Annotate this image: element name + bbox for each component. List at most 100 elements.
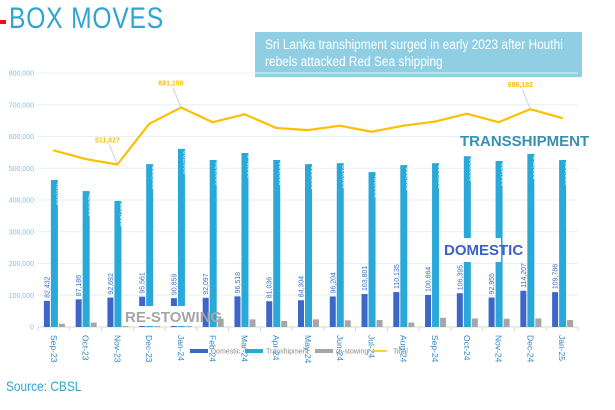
x-tick-label: Jul-24: [367, 335, 377, 358]
data-label-domestic: 92,955: [489, 273, 496, 295]
data-label-total: 691,150: [158, 81, 183, 88]
bar-transhipment: [146, 164, 154, 327]
y-tick-label: 300,000: [9, 229, 34, 236]
data-label-domestic: 92,097: [203, 273, 210, 295]
leader-line: [109, 144, 118, 165]
data-label-transhipment: 513,000: [309, 166, 316, 190]
y-tick-label: 600,000: [9, 134, 34, 141]
x-tick-label: Nov-23: [112, 335, 122, 363]
bar-domestic: [75, 299, 82, 327]
bar-restowing: [535, 318, 542, 327]
y-tick-label: 0: [30, 325, 34, 332]
bar-transhipment: [114, 200, 122, 327]
annotation-domestic: DOMESTIC: [444, 242, 523, 259]
bar-restowing: [408, 322, 415, 327]
bar-domestic: [456, 293, 463, 327]
point-total: [148, 122, 151, 125]
bar-restowing: [313, 319, 319, 327]
x-tick-label: May-24: [303, 335, 313, 364]
bar-restowing: [90, 322, 97, 327]
bar-restowing: [376, 320, 383, 327]
data-label-domestic: 87,186: [76, 275, 83, 297]
point-total: [561, 117, 564, 120]
data-label-transhipment: 526,000: [214, 162, 221, 186]
y-tick-label: 400,000: [9, 198, 34, 205]
point-total: [434, 120, 437, 123]
legend-swatch: [190, 349, 208, 353]
source-note: Source: CBSL: [6, 378, 82, 394]
data-label-domestic: 106,395: [457, 265, 464, 290]
point-total: [211, 121, 214, 124]
bar-transhipment: [209, 159, 217, 327]
data-label-total: 686,182: [508, 82, 533, 89]
data-label-transhipment: 428,000: [86, 193, 93, 217]
point-total: [402, 124, 405, 127]
legend-label: Total: [393, 349, 408, 356]
legend-label: re-stowing: [336, 349, 368, 356]
bar-domestic: [43, 300, 50, 327]
bar-domestic: [488, 297, 495, 327]
bar-domestic: [298, 300, 304, 327]
callout-line-1: Sri Lanka transhipment surged in early 2…: [265, 37, 563, 52]
x-tick-label: Jun-24: [335, 335, 345, 361]
x-tick-label: Sep-23: [49, 335, 59, 363]
y-tick-label: 500,000: [9, 166, 34, 173]
bar-restowing: [281, 320, 288, 327]
data-label-transhipment: 526,000: [277, 162, 284, 186]
bar-transhipment: [50, 179, 58, 327]
bar-domestic: [361, 294, 368, 327]
y-tick-label: 200,000: [9, 261, 34, 268]
bar-domestic: [107, 297, 114, 327]
bar-restowing: [217, 318, 224, 327]
data-label-transhipment: 548,000: [245, 155, 252, 179]
point-total: [338, 124, 341, 127]
x-tick-label: Mar-24: [239, 335, 249, 362]
data-label-total: 511,827: [95, 137, 120, 144]
point-total: [497, 121, 500, 124]
y-tick-label: 100,000: [9, 293, 34, 300]
bar-domestic: [425, 294, 432, 327]
point-total: [307, 129, 309, 132]
bar-restowing: [440, 317, 447, 327]
bar-transhipment: [559, 159, 567, 327]
data-label-domestic: 103,801: [362, 266, 369, 291]
x-tick-label: Jan-25: [557, 335, 567, 361]
data-label-domestic: 96,204: [330, 272, 337, 294]
bar-transhipment: [400, 165, 408, 327]
bar-restowing: [471, 318, 478, 327]
bar-transhipment: [177, 148, 185, 327]
legend-label: Transhipment: [266, 349, 309, 356]
bar-transhipment: [368, 172, 376, 327]
bar-restowing: [503, 318, 510, 327]
data-label-domestic: 92,692: [108, 273, 115, 295]
data-label-transhipment: 397,000: [118, 203, 125, 227]
x-tick-label: Aug-24: [398, 335, 408, 363]
x-tick-label: Sep-24: [430, 335, 440, 363]
legend-label: Domestic: [211, 349, 241, 356]
bar-transhipment: [273, 159, 281, 327]
leader-line: [172, 87, 182, 108]
point-total: [370, 130, 373, 133]
bar-domestic: [234, 296, 241, 327]
data-label-domestic: 84,304: [299, 276, 306, 298]
data-label-domestic: 114,207: [521, 263, 528, 288]
bar-transhipment: [305, 164, 312, 327]
y-tick-label: 800,000: [9, 71, 34, 78]
bar-restowing: [58, 323, 65, 327]
annotation-restowing-bg: [122, 306, 198, 326]
bar-restowing: [344, 320, 351, 327]
bar-transhipment: [527, 153, 535, 327]
bar-domestic: [202, 297, 209, 327]
data-label-domestic: 96,518: [235, 272, 242, 294]
data-label-domestic: 95,561: [140, 272, 147, 294]
point-total: [465, 112, 468, 115]
x-tick-label: Nov-24: [494, 335, 504, 363]
data-label-transhipment: 545,000: [531, 156, 538, 180]
data-label-transhipment: 510,000: [404, 167, 411, 191]
data-label-transhipment: 561,000: [182, 151, 189, 175]
bar-domestic: [266, 301, 273, 327]
x-tick-label: Dec-24: [525, 335, 535, 363]
bar-restowing: [249, 319, 256, 327]
point-total: [84, 158, 87, 161]
